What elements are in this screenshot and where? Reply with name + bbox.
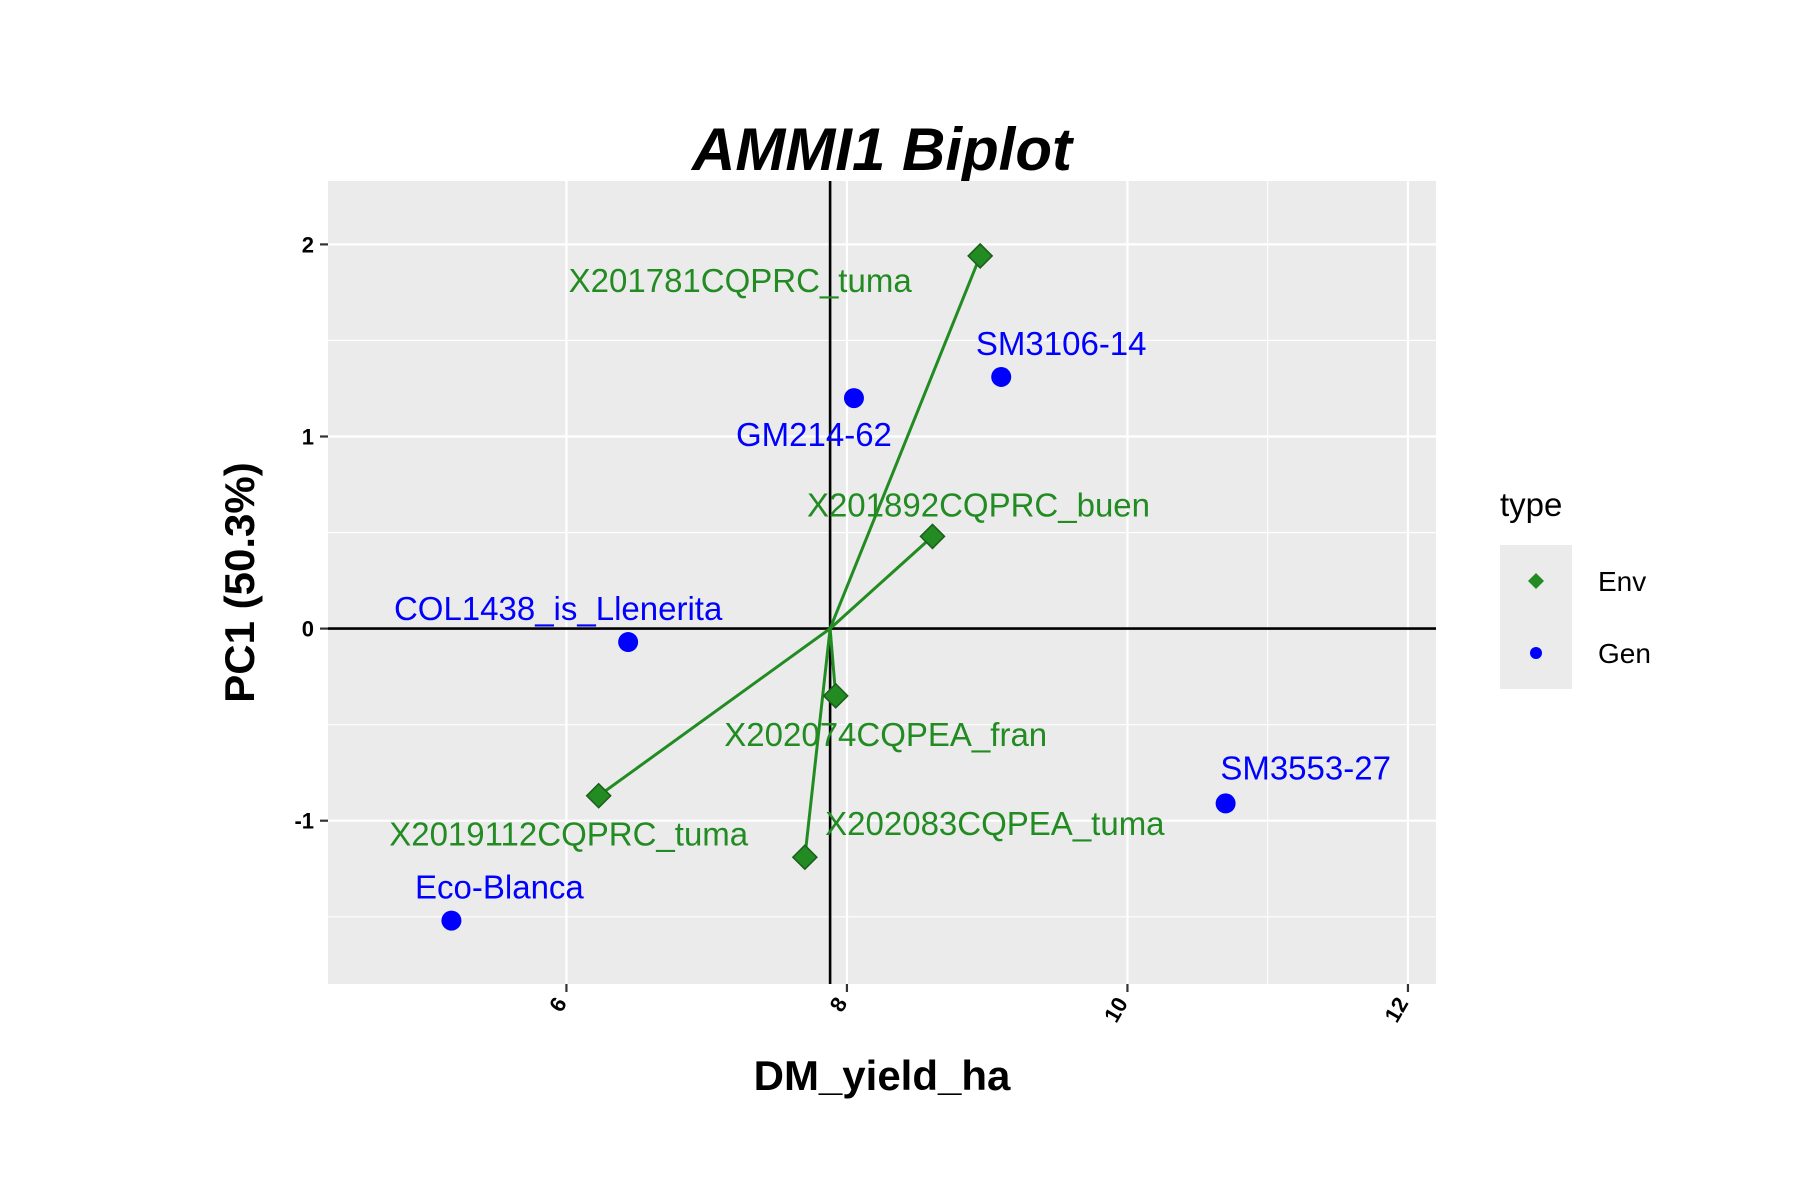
env-diamond-marker [822,682,849,709]
gen-point-label: SM3553-27 [1220,749,1391,786]
gen-point-marker [618,632,639,653]
env-point-label: X202083CQPEA_tuma [825,805,1165,842]
y-tick-label: 2 [302,232,314,257]
env-vector-line [597,627,831,797]
env-vector-line [803,628,832,858]
gen-point-label: SM3106-14 [976,325,1147,362]
gen-point-marker [843,388,864,409]
x-axis: 6 8 10 12 [544,984,1413,1027]
plot-panel: X201781CQPRC_tuma X201892CQPRC_buen X20207… [328,181,1436,984]
gen-point-marker [1215,793,1236,814]
x-tick-label: 10 [1099,993,1133,1027]
env-vector-line [828,255,982,630]
env-diamond-marker [791,844,818,871]
x-tick-label: 6 [544,993,572,1016]
env-diamond-marker [919,523,946,550]
legend-diamond-icon [1528,573,1544,589]
gen-point-label: COL1438_is_Llenerita [394,590,723,627]
y-tick-label: -1 [294,809,314,834]
x-axis-title: DM_yield_ha [754,1052,1011,1099]
y-axis: -1 0 1 2 [294,232,328,834]
y-axis-title: PC1 (50.3%) [216,462,263,702]
gen-point-label: GM214-62 [736,416,892,453]
env-diamond-marker [967,242,994,269]
legend-title: type [1500,486,1562,523]
env-vector-line [829,535,934,630]
env-point-label: X201781CQPRC_tuma [569,262,913,299]
legend-label-gen: Gen [1598,638,1651,669]
legend-circle-icon [1530,647,1542,659]
chart-title: AMMI1 Biplot [690,116,1075,183]
x-tick-label: 12 [1379,993,1413,1027]
x-tick-label: 8 [825,993,853,1016]
y-tick-label: 0 [302,617,314,642]
legend: type Env Gen [1500,486,1651,689]
legend-label-env: Env [1598,566,1646,597]
gen-point-marker [991,366,1012,387]
env-point-label: X202074CQPEA_fran [724,716,1047,753]
env-point-label: X201892CQPRC_buen [807,486,1150,523]
env-point-label: X2019112CQPRC_tuma [389,816,749,853]
y-tick-label: 1 [302,425,314,450]
env-diamond-marker [585,782,612,809]
gen-point-marker [441,910,462,931]
gen-point-label: Eco-Blanca [415,869,584,906]
